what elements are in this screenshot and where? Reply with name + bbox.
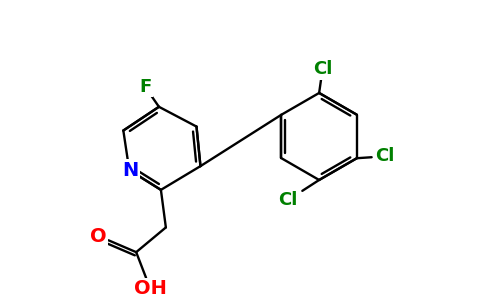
- Text: Cl: Cl: [278, 191, 297, 209]
- Text: F: F: [139, 78, 151, 96]
- Text: Cl: Cl: [375, 147, 394, 165]
- Text: OH: OH: [134, 279, 166, 298]
- Text: O: O: [91, 227, 107, 246]
- Text: Cl: Cl: [314, 60, 333, 78]
- Text: N: N: [122, 160, 138, 180]
